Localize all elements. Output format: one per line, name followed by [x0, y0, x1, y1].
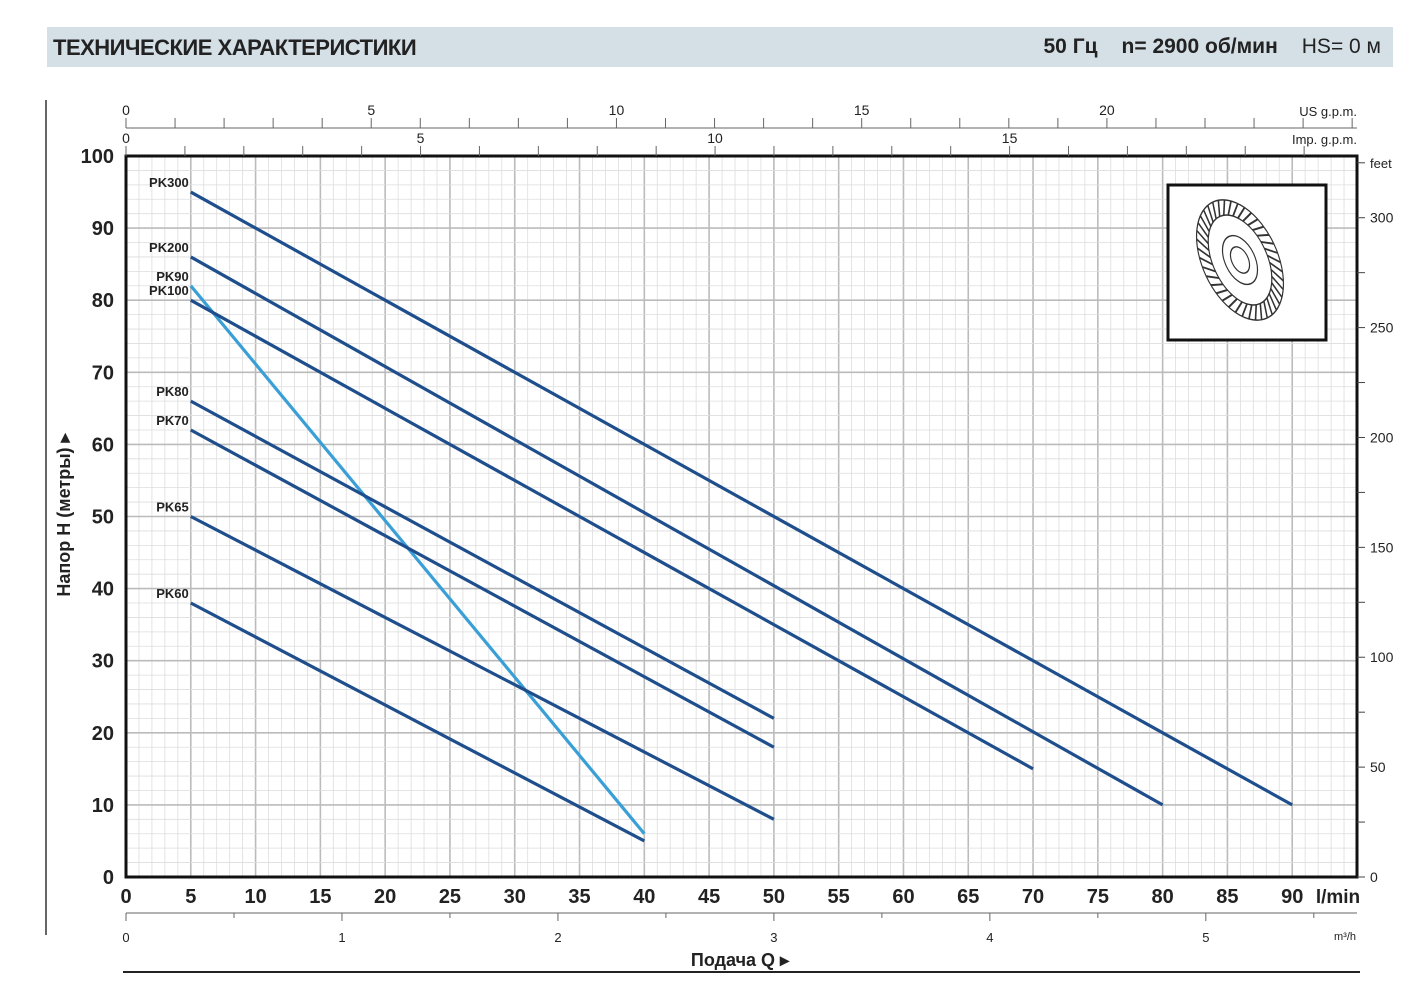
imp-gpm-unit-label: Imp. g.p.m. [1292, 132, 1357, 147]
y-tick-label: 80 [92, 290, 114, 312]
y-tick-label: 20 [92, 723, 114, 745]
us-gpm-tick-label: 15 [854, 102, 870, 118]
x-tick-label: 5 [185, 886, 196, 908]
y-tick-label: 70 [92, 362, 114, 384]
x-tick-label: 60 [892, 886, 914, 908]
m3h-tick-label: 2 [554, 930, 561, 945]
x-tick-label: 75 [1087, 886, 1109, 908]
plot-frame [124, 154, 1359, 879]
header-bar: ТЕХНИЧЕСКИЕ ХАРАКТЕРИСТИКИ 50 Гц n= 2900 … [47, 27, 1393, 67]
frequency: 50 Гц [1043, 35, 1098, 58]
impeller-icon [1195, 199, 1285, 321]
speed: n= 2900 об/мин [1121, 35, 1278, 58]
y-tick-label: 10 [92, 795, 114, 817]
y-tick-label: 60 [92, 434, 114, 456]
x-tick-label: 85 [1216, 886, 1238, 908]
series-line-pk65 [190, 515, 775, 821]
x-unit-label: l/min [1316, 887, 1360, 908]
y-tick-label: 50 [92, 507, 114, 529]
series-label-pk60: PK60 [156, 586, 189, 601]
series-line-pk80 [190, 399, 775, 720]
feet-tick-label: 300 [1370, 210, 1394, 226]
imp-gpm-tick-label: 0 [122, 130, 130, 146]
m3h-tick-label: 4 [986, 930, 993, 945]
y-tick-label: 40 [92, 579, 114, 601]
y-axis-label: Напор H (метры) ▸ [54, 432, 74, 596]
m3h-tick-label: 3 [770, 930, 777, 945]
x-tick-label: 35 [568, 886, 590, 908]
feet-unit-label: feet [1370, 156, 1392, 171]
x-tick-label: 55 [828, 886, 850, 908]
us-gpm-tick-label: 20 [1099, 102, 1115, 118]
series-label-pk70: PK70 [156, 413, 189, 428]
y-tick-label: 100 [81, 146, 114, 168]
x-tick-label: 80 [1152, 886, 1174, 908]
x-tick-label: 20 [374, 886, 396, 908]
m3h-tick-label: 1 [338, 930, 345, 945]
series-line-pk200 [190, 255, 1164, 807]
y-tick-label: 90 [92, 218, 114, 240]
series-line-pk60 [190, 601, 646, 843]
series-label-pk200: PK200 [149, 240, 189, 255]
suction-height: HS= 0 м [1301, 35, 1381, 58]
series-label-pk65: PK65 [156, 500, 189, 515]
feet-tick-label: 250 [1370, 320, 1394, 336]
x-axis-label: Подача Q ▸ [691, 950, 790, 970]
feet-tick-label: 50 [1370, 759, 1386, 775]
series-line-pk100 [190, 298, 1034, 771]
series-line-pk90 [189, 284, 646, 835]
y-tick-label: 30 [92, 651, 114, 673]
x-tick-label: 90 [1281, 886, 1303, 908]
us-gpm-unit-label: US g.p.m. [1299, 104, 1357, 119]
conditions: 50 Гц n= 2900 об/мин HS= 0 м [1020, 35, 1382, 59]
x-tick-label: 15 [309, 886, 331, 908]
x-tick-label: 40 [633, 886, 655, 908]
imp-gpm-tick-label: 10 [707, 130, 723, 146]
x-tick-label: 50 [763, 886, 785, 908]
series-label-pk80: PK80 [156, 384, 189, 399]
feet-tick-label: 150 [1370, 539, 1394, 555]
x-tick-label: 65 [957, 886, 979, 908]
m3h-tick-label: 0 [122, 930, 129, 945]
section-title: ТЕХНИЧЕСКИЕ ХАРАКТЕРИСТИКИ [53, 35, 417, 60]
feet-tick-label: 0 [1370, 869, 1378, 885]
imp-gpm-tick-label: 15 [1002, 130, 1018, 146]
x-tick-label: 25 [439, 886, 461, 908]
x-tick-label: 10 [244, 886, 266, 908]
inset-frame [1166, 183, 1328, 342]
series-line-pk70 [190, 428, 775, 749]
series-label-pk90: PK90 [156, 269, 189, 284]
m3h-unit-label: m³/h [1334, 931, 1356, 943]
x-tick-label: 0 [120, 886, 131, 908]
series-label-pk300: PK300 [149, 175, 189, 190]
us-gpm-tick-label: 10 [609, 102, 625, 118]
us-gpm-tick-label: 5 [367, 102, 375, 118]
x-tick-label: 30 [504, 886, 526, 908]
x-tick-label: 45 [698, 886, 720, 908]
x-tick-label: 70 [1022, 886, 1044, 908]
m3h-tick-label: 5 [1202, 930, 1209, 945]
us-gpm-tick-label: 0 [122, 102, 130, 118]
series-line-pk300 [190, 190, 1293, 807]
feet-tick-label: 100 [1370, 649, 1394, 665]
y-tick-label: 0 [103, 867, 114, 889]
series-label-pk100: PK100 [149, 283, 189, 298]
imp-gpm-tick-label: 5 [417, 130, 425, 146]
feet-tick-label: 200 [1370, 429, 1394, 445]
